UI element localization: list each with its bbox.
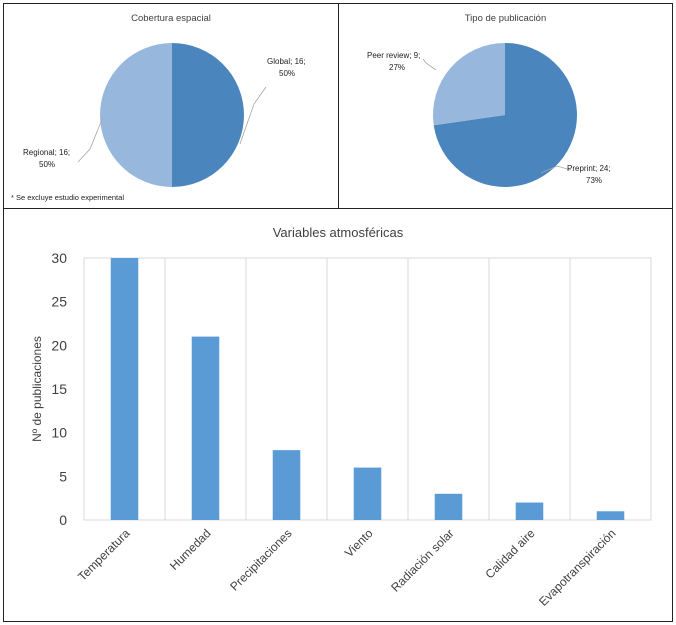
y-tick-label: 15 (51, 381, 67, 397)
leader-line (540, 165, 572, 174)
data-label: Preprint; 24; (567, 164, 611, 173)
pie-chart-cobertura: Global; 16; 50% Regional; 16; 50% (23, 43, 306, 187)
x-tick-label: Temperatura (75, 526, 133, 584)
y-tick-label: 0 (59, 512, 67, 528)
pie-slice-regional (100, 43, 172, 187)
leader-line (422, 58, 437, 71)
y-axis-label: Nº de publicaciones (30, 336, 44, 442)
y-tick-label: 30 (51, 250, 67, 266)
x-tick-label: Precipitaciones (227, 526, 294, 593)
leader-line (239, 86, 267, 145)
x-tick-label: Humedad (167, 526, 214, 573)
y-tick-label: 25 (51, 294, 67, 310)
data-label: 50% (279, 69, 295, 78)
pie-chart-tipo-publicacion: Preprint; 24; 73% Peer review; 9; 27% (367, 42, 611, 187)
data-label: Peer review; 9; (367, 51, 420, 60)
y-tick-label: 20 (51, 337, 67, 353)
data-label: 27% (389, 63, 405, 72)
chart-title: Variables atmosféricas (272, 225, 404, 240)
bar-temperatura (110, 258, 139, 520)
bar-evapotranspiración (596, 511, 625, 520)
chart-panel-variables: Variables atmosféricas 0 5 10 15 20 25 30 Tempe… (3, 208, 673, 622)
bar-precipitaciones (272, 450, 301, 520)
x-tick-label: Radiación solar (388, 526, 456, 594)
bar-humedad (191, 336, 220, 520)
bar-chart-variables: 0 5 10 15 20 25 30 Temperatura Humedad Precipitac… (30, 250, 652, 609)
pie-slice-preprint (433, 43, 577, 187)
chart-title: Cobertura espacial (131, 13, 211, 24)
y-tick-label: 5 (59, 468, 67, 484)
x-tick-label: Calidad aire (482, 526, 537, 581)
bar-viento (353, 467, 382, 520)
data-label: 73% (586, 176, 602, 185)
y-tick-label: 10 (51, 425, 67, 441)
bar-radiación-solar (434, 493, 463, 520)
chart-panel-tipo-publicacion: Tipo de publicación Preprint; 24; 73% Peer… (338, 3, 673, 209)
bar-calidad-aire (515, 502, 544, 520)
x-tick-label: Viento (342, 526, 376, 560)
footnote: * Se excluye estudio experimental (11, 193, 124, 202)
leader-line (77, 116, 104, 163)
data-label: Global; 16; (267, 57, 306, 66)
pie-slice-peer-review (433, 42, 505, 126)
chart-panel-cobertura: Cobertura espacial Global; 16; 50% Regiona… (3, 3, 339, 209)
chart-title: Tipo de publicación (464, 13, 547, 24)
x-tick-label: Evapotranspiración (536, 526, 619, 609)
data-label: 50% (39, 160, 55, 169)
data-label: Regional; 16; (23, 148, 70, 157)
pie-slice-global (172, 43, 244, 187)
